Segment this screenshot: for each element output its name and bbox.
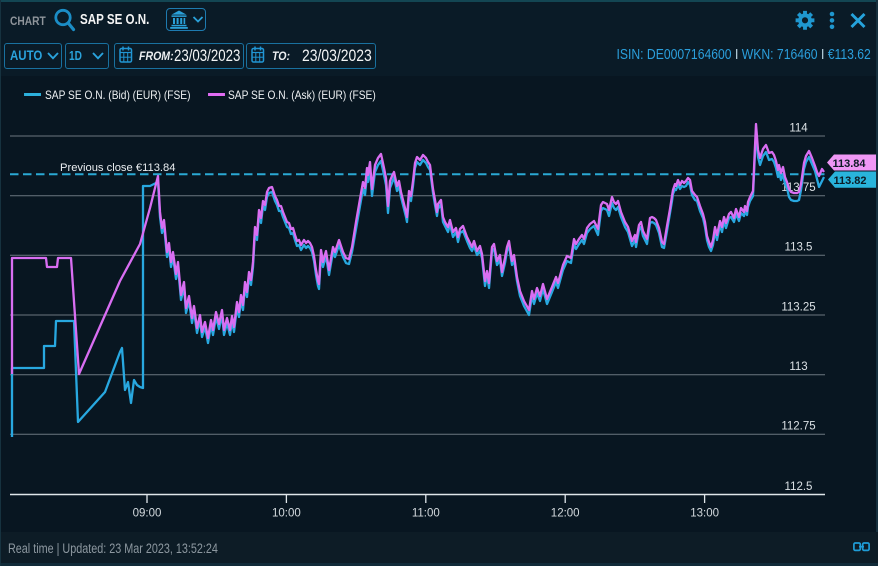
- svg-text:113.82: 113.82: [833, 175, 866, 187]
- svg-text:11:00: 11:00: [412, 508, 440, 520]
- svg-text:113.5: 113.5: [785, 242, 813, 254]
- svg-text:Previous close €113.84: Previous close €113.84: [60, 162, 175, 174]
- svg-text:114: 114: [789, 122, 808, 134]
- svg-text:09:00: 09:00: [133, 508, 162, 520]
- svg-text:113: 113: [789, 361, 807, 373]
- svg-text:112.5: 112.5: [785, 481, 813, 493]
- svg-text:112.75: 112.75: [781, 421, 815, 433]
- svg-text:113.84: 113.84: [832, 158, 866, 170]
- svg-text:113.25: 113.25: [781, 301, 815, 313]
- svg-text:13:00: 13:00: [690, 508, 719, 520]
- svg-text:10:00: 10:00: [272, 508, 301, 520]
- svg-text:12:00: 12:00: [551, 508, 580, 520]
